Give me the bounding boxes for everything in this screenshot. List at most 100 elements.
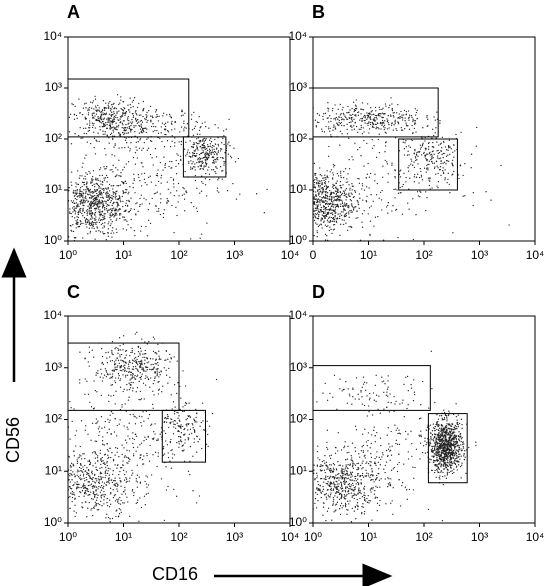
event-dot: [184, 126, 186, 128]
event-dot: [344, 209, 346, 212]
event-dot: [66, 486, 67, 487]
event-dot: [100, 187, 102, 189]
event-dot: [201, 122, 203, 125]
event-dot: [55, 454, 56, 455]
event-dot: [142, 411, 144, 413]
event-dot: [154, 451, 157, 453]
event-dot: [420, 434, 422, 436]
event-dot: [351, 211, 354, 213]
event-dot: [94, 189, 96, 191]
event-dot: [79, 491, 81, 493]
event-dot: [72, 471, 74, 473]
event-dot: [140, 425, 143, 427]
event-dot: [149, 105, 152, 108]
event-dot: [446, 432, 448, 434]
event-dot: [204, 146, 206, 148]
event-dot: [149, 222, 152, 225]
event-dot: [120, 201, 122, 203]
event-dot: [416, 151, 418, 154]
event-dot: [132, 156, 135, 159]
event-dot: [442, 140, 445, 143]
event-dot: [431, 160, 433, 163]
event-dot: [66, 492, 67, 493]
event-dot: [301, 114, 302, 115]
event-dot: [318, 188, 321, 191]
event-dot: [65, 212, 66, 213]
event-dot: [133, 179, 135, 182]
event-dot: [83, 103, 86, 105]
event-dot: [84, 219, 87, 221]
event-dot: [115, 201, 117, 204]
event-dot: [375, 128, 377, 130]
event-dot: [135, 125, 137, 127]
event-dot: [116, 111, 118, 113]
event-dot: [122, 113, 124, 115]
event-dot: [442, 156, 444, 159]
event-dot: [167, 485, 169, 488]
event-dot: [327, 213, 329, 216]
event-dot: [109, 447, 111, 449]
event-dot: [122, 183, 125, 185]
event-dot: [85, 172, 87, 174]
event-dot: [194, 431, 196, 433]
event-dot: [93, 146, 95, 149]
event-dot: [217, 145, 220, 147]
event-dot: [60, 505, 61, 506]
event-dot: [361, 117, 364, 120]
event-dot: [217, 158, 219, 161]
event-dot: [140, 442, 143, 444]
event-dot: [228, 141, 230, 143]
event-dot: [415, 157, 417, 159]
event-dot: [140, 126, 143, 128]
event-dot: [196, 161, 198, 164]
event-dot: [309, 186, 310, 187]
event-dot: [332, 183, 334, 186]
event-dot: [85, 189, 87, 191]
event-dot: [332, 164, 335, 166]
event-dot: [335, 194, 337, 196]
event-dot: [153, 125, 155, 128]
event-dot: [163, 430, 165, 432]
event-dot: [139, 457, 141, 459]
event-dot: [369, 234, 371, 237]
event-dot: [212, 169, 215, 171]
event-dot: [154, 148, 157, 150]
event-dot: [306, 202, 307, 203]
event-dot: [167, 200, 170, 202]
event-dot: [114, 107, 116, 109]
event-dot: [144, 356, 146, 359]
event-dot: [115, 167, 117, 169]
event-dot: [141, 361, 143, 363]
event-dot: [391, 108, 393, 110]
event-dot: [97, 178, 99, 180]
event-dot: [146, 454, 148, 457]
event-dot: [184, 402, 187, 404]
event-dot: [340, 176, 342, 179]
event-dot: [99, 190, 102, 192]
event-dot: [112, 208, 114, 210]
event-dot: [329, 130, 331, 132]
event-dot: [149, 115, 152, 117]
event-dot: [132, 472, 134, 474]
event-dot: [144, 181, 146, 184]
event-dot: [79, 220, 81, 222]
event-dot: [437, 167, 439, 169]
event-dot: [397, 123, 400, 125]
event-dot: [97, 503, 99, 505]
event-dot: [23, 164, 24, 165]
event-dot: [106, 460, 108, 463]
event-dot: [110, 107, 112, 110]
event-dot: [295, 202, 296, 203]
event-dot: [134, 111, 137, 113]
event-dot: [309, 209, 310, 210]
event-dot: [54, 485, 55, 486]
event-dot: [93, 200, 95, 202]
event-dot: [118, 175, 120, 177]
event-dot: [354, 109, 356, 112]
event-dot: [382, 165, 384, 167]
event-dot: [102, 233, 105, 235]
event-dot: [216, 190, 218, 192]
y-tick-label: 10³: [290, 80, 307, 94]
event-dot: [111, 517, 114, 520]
event-dot: [108, 121, 110, 123]
